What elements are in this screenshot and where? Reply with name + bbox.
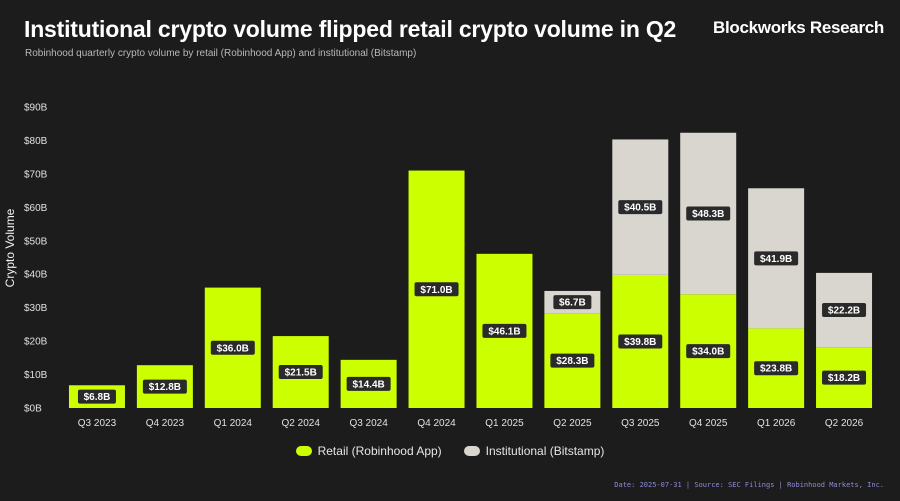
data-label-retail-text: $34.0B: [692, 347, 724, 358]
y-axis-label: Crypto Volume: [3, 208, 17, 287]
data-label-retail-text: $21.5B: [285, 368, 317, 379]
x-tick-label: Q2 2026: [825, 418, 864, 429]
data-label-retail-text: $39.8B: [624, 337, 656, 348]
data-label-retail-box: [618, 334, 663, 349]
x-tick-label: Q4 2023: [146, 418, 185, 429]
x-tick-label: Q3 2025: [621, 418, 660, 429]
data-label-retail-text: $23.8B: [760, 364, 792, 375]
data-label-retail: $6.8B: [77, 389, 116, 404]
data-label-retail: $71.0B: [414, 282, 459, 297]
footer-source: Date: 2025-07-31 | Source: SEC Filings |…: [614, 481, 884, 489]
data-label-retail-text: $12.8B: [149, 382, 181, 393]
data-label-retail: $36.0B: [210, 340, 255, 355]
x-tick-label: Q2 2024: [282, 418, 321, 429]
data-label-retail: $21.5B: [278, 365, 323, 380]
y-tick-label: $40B: [24, 270, 48, 281]
data-label-retail-box: [482, 323, 527, 338]
data-label-institutional: $41.9B: [754, 251, 799, 266]
data-label-institutional-text: $40.5B: [624, 203, 656, 214]
legend-label-retail: Retail (Robinhood App): [317, 444, 442, 458]
brand-logo: Blockworks Research: [713, 18, 884, 37]
data-label-retail-box: [822, 370, 867, 385]
legend-label-institutional: Institutional (Bitstamp): [485, 444, 605, 458]
data-label-institutional: $48.3B: [686, 206, 731, 221]
x-tick-label: Q1 2025: [485, 418, 524, 429]
data-label-retail-box: [77, 389, 116, 404]
data-label-retail-text: $28.3B: [556, 356, 588, 367]
data-label-institutional-text: $41.9B: [760, 254, 792, 265]
data-label-institutional: $40.5B: [618, 200, 663, 215]
x-tick-label: Q4 2024: [417, 418, 456, 429]
bars-group: $6.8B $12.8B $36.0B $21.5B $14.4B $71.0B $46.1…: [68, 132, 873, 408]
data-label-retail-text: $46.1B: [488, 326, 520, 337]
data-label-retail: $39.8B: [618, 334, 663, 349]
legend-item-retail: Retail (Robinhood App): [295, 444, 442, 458]
data-label-retail: $12.8B: [142, 379, 187, 394]
data-label-retail: $34.0B: [686, 344, 731, 359]
y-tick-label: $30B: [24, 303, 48, 314]
chart-subtitle: Robinhood quarterly crypto volume by ret…: [25, 48, 417, 59]
x-tick-label: Q1 2026: [757, 418, 796, 429]
data-label-retail: $23.8B: [754, 361, 799, 376]
y-tick-label: $20B: [24, 337, 48, 348]
data-label-retail: $28.3B: [550, 353, 595, 368]
data-label-retail: $14.4B: [346, 376, 391, 391]
data-label-retail: $18.2B: [822, 370, 867, 385]
y-tick-label: $0B: [24, 404, 42, 415]
y-tick-label: $60B: [24, 203, 48, 214]
data-label-institutional: $22.2B: [822, 303, 867, 318]
data-label-retail-box: [414, 282, 459, 297]
x-tick-label: Q1 2024: [214, 418, 253, 429]
data-label-institutional-box: [618, 200, 663, 215]
data-label-institutional-box: [686, 206, 731, 221]
y-axis-ticks: $0B $10B $20B $30B $40B $50B $60B $70B $80B $90B: [24, 103, 48, 415]
data-label-retail-text: $36.0B: [217, 343, 249, 354]
data-label-institutional-box: [754, 251, 799, 266]
x-tick-label: Q3 2023: [78, 418, 117, 429]
y-tick-label: $80B: [24, 136, 48, 147]
data-label-retail-text: $18.2B: [828, 373, 860, 384]
data-label-retail-box: [550, 353, 595, 368]
data-label-retail-box: [278, 365, 323, 380]
legend-swatch-institutional: [463, 446, 480, 456]
data-label-retail-text: $6.8B: [84, 392, 111, 403]
data-label-retail-box: [754, 361, 799, 376]
data-label-retail-box: [210, 340, 255, 355]
legend: Retail (Robinhood App) Institutional (Bi…: [0, 444, 900, 458]
x-tick-label: Q2 2025: [553, 418, 592, 429]
y-tick-label: $50B: [24, 236, 48, 247]
data-label-institutional-text: $6.7B: [559, 298, 586, 309]
data-label-institutional-box: [553, 295, 592, 310]
data-label-institutional-text: $22.2B: [828, 306, 860, 317]
data-label-retail-box: [686, 344, 731, 359]
data-label-institutional: $6.7B: [553, 295, 592, 310]
data-label-institutional-text: $48.3B: [692, 209, 724, 220]
x-tick-label: Q4 2025: [689, 418, 728, 429]
legend-swatch-retail: [295, 446, 312, 456]
y-tick-label: $10B: [24, 370, 48, 381]
chart-title: Institutional crypto volume flipped reta…: [24, 16, 677, 42]
data-label-institutional-box: [822, 303, 867, 318]
legend-item-institutional: Institutional (Bitstamp): [463, 444, 605, 458]
data-label-retail: $46.1B: [482, 323, 527, 338]
data-label-retail-box: [142, 379, 187, 394]
data-label-retail-text: $14.4B: [353, 379, 385, 390]
y-tick-label: $70B: [24, 169, 48, 180]
x-tick-label: Q3 2024: [349, 418, 388, 429]
data-label-retail-text: $71.0B: [420, 285, 452, 296]
y-tick-label: $90B: [24, 103, 48, 114]
x-axis-ticks: Q3 2023 Q4 2023 Q1 2024 Q2 2024 Q3 2024 Q4 20…: [78, 418, 864, 429]
data-label-retail-box: [346, 376, 391, 391]
